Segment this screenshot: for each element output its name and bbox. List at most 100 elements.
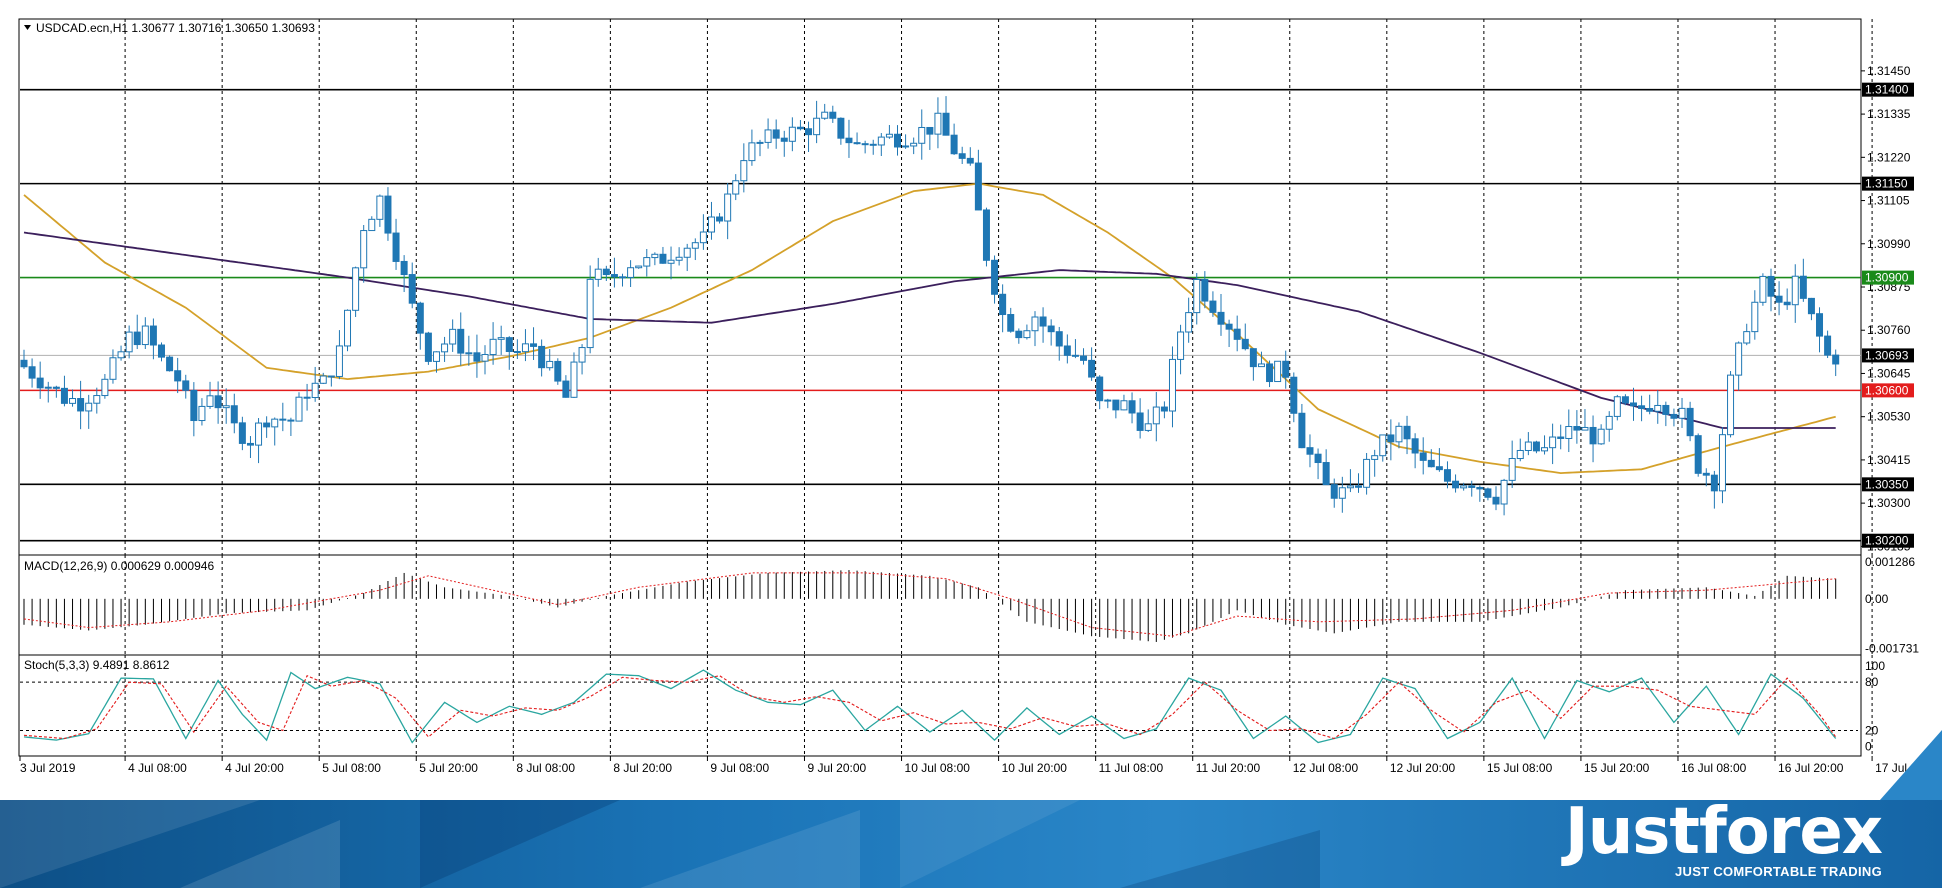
chart-area: 1.314501.313351.312201.311051.309901.308… [18,18,1941,775]
brand-name: Justforex [1564,795,1883,869]
candle-body [441,343,449,353]
grid [20,19,1873,756]
candle-body [1209,300,1217,313]
stoch-d-line [23,674,1837,740]
candle-body [1136,412,1144,431]
candle-body [877,136,885,146]
candle-body [1435,466,1443,471]
candle-body [1419,452,1427,461]
candle-body [1452,480,1460,489]
candle-body [214,395,222,409]
candle [1832,349,1840,377]
candle [465,335,473,366]
candle [1816,307,1824,353]
candle [521,329,529,362]
candle [1557,424,1565,450]
candle [182,374,190,399]
candle [999,284,1007,333]
candle [214,381,222,424]
candle-body [1403,425,1411,440]
candle [497,325,505,355]
candle [635,265,643,269]
candle [1387,419,1395,461]
macd-y-label: 0.001286 [1865,555,1915,569]
candle [1824,330,1832,359]
candle-body [910,142,918,147]
brand-logo: Justforex JUST COMFORTABLE TRADING [1564,795,1883,886]
candle [408,262,416,309]
candle [1330,478,1338,508]
candle [424,331,432,365]
candle [1427,449,1435,468]
dropdown-triangle-icon[interactable] [24,25,31,30]
candle-body [1306,447,1314,455]
candle [1597,424,1605,445]
candle-body [93,395,101,404]
candle-body [1128,400,1136,414]
candle [732,174,740,201]
candle-body [360,230,368,269]
candle [327,375,335,387]
candle-body [1670,413,1678,419]
candle [1541,435,1549,455]
candle [788,117,796,152]
candle [1460,482,1468,491]
candle-body [408,274,416,304]
candle [982,207,990,267]
candle-body [1638,405,1646,410]
candle-body [1508,458,1516,481]
candle-body [1322,462,1330,486]
candle-body [1249,348,1257,368]
level-price-tag [1862,82,1914,97]
candle-body [255,422,263,446]
candle-body [1443,469,1451,482]
candle [1031,311,1039,347]
candle [1120,394,1128,411]
candle [1516,438,1524,462]
candle [966,147,974,166]
candle-body [157,344,165,358]
candle-body [1411,438,1419,454]
candle-body [958,153,966,159]
candle [1767,268,1775,312]
stoch-y-label: 20 [1865,723,1879,737]
candle-body [384,195,392,234]
candle [1532,440,1540,454]
candle [942,96,950,136]
candle-body [813,117,821,136]
candle-body [352,267,360,311]
candle [667,246,675,280]
candle [133,314,141,350]
candle [1508,440,1516,488]
candle-body [1557,436,1565,439]
stochastic-indicator [23,669,1837,744]
candle-body [805,128,813,136]
candle [1168,346,1176,428]
candle [376,194,384,227]
candle [813,100,821,144]
candle [1039,307,1047,343]
candle-body [1832,354,1840,365]
candle-body [659,253,667,264]
candle [174,357,182,394]
candle-body [1007,314,1015,332]
candle-body [966,157,974,164]
candle [675,247,683,266]
candle-body [764,129,772,143]
candle-body [950,134,958,155]
candle-body [85,402,93,412]
candle-body [1152,406,1160,425]
candle-body [238,422,246,444]
candle-body [570,361,578,398]
candle-body [1759,275,1767,303]
candle [287,417,295,436]
ma-slow-line [23,231,1836,429]
candle [85,394,93,429]
candle-body [125,331,133,353]
candle-body [1573,426,1581,431]
candle [974,149,982,211]
candle-body [513,351,521,354]
candle-body [149,325,157,346]
candle-body [1055,331,1063,347]
candle [1023,324,1031,340]
